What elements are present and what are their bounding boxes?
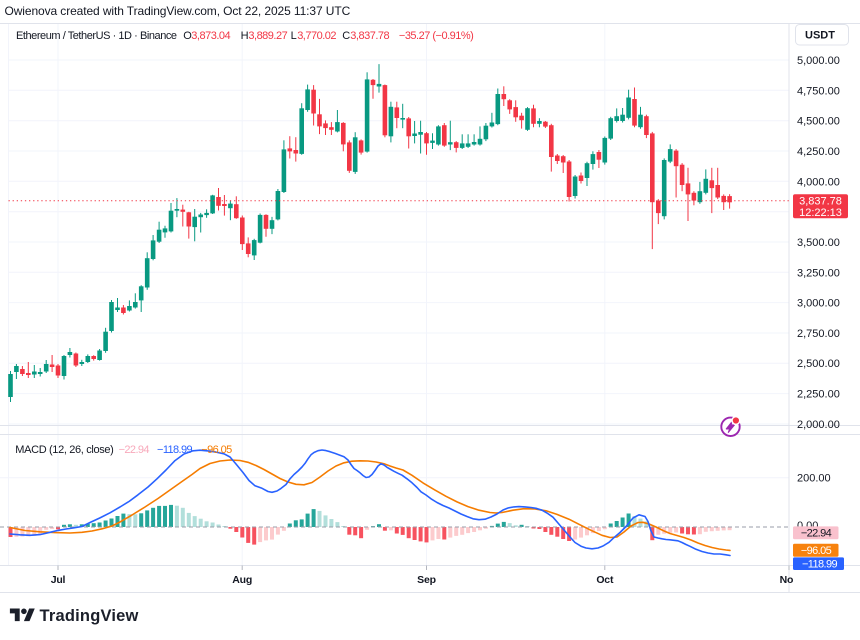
- svg-text:MACD (12, 26, close): MACD (12, 26, close): [15, 444, 113, 456]
- svg-text:Owienova created with TradingV: Owienova created with TradingView.com, O…: [5, 4, 351, 18]
- svg-text:3,770.02: 3,770.02: [297, 30, 336, 42]
- svg-text:−96.05: −96.05: [201, 444, 232, 456]
- svg-text:2,500.00: 2,500.00: [797, 358, 840, 370]
- svg-text:3,837.78: 3,837.78: [350, 30, 389, 42]
- svg-text:TradingView: TradingView: [40, 607, 139, 625]
- svg-text:12:22:13: 12:22:13: [799, 207, 842, 219]
- svg-text:4,500.00: 4,500.00: [797, 116, 840, 128]
- svg-text:L: L: [291, 30, 297, 42]
- svg-text:4,250.00: 4,250.00: [797, 146, 840, 158]
- svg-text:No: No: [780, 574, 794, 586]
- svg-text:3,000.00: 3,000.00: [797, 298, 840, 310]
- svg-text:C: C: [342, 30, 350, 42]
- svg-text:Aug: Aug: [232, 574, 252, 586]
- svg-text:H: H: [241, 30, 249, 42]
- svg-text:Jul: Jul: [51, 574, 66, 586]
- svg-text:2,000.00: 2,000.00: [797, 419, 840, 431]
- svg-text:−35.27 (−0.91%): −35.27 (−0.91%): [399, 30, 473, 42]
- svg-text:Oct: Oct: [596, 574, 614, 586]
- svg-text:3,837.78: 3,837.78: [799, 195, 842, 207]
- svg-text:−118.99: −118.99: [157, 444, 193, 456]
- svg-text:2,250.00: 2,250.00: [797, 389, 840, 401]
- svg-text:4,750.00: 4,750.00: [797, 85, 840, 97]
- svg-text:3,889.27: 3,889.27: [248, 30, 287, 42]
- svg-text:Ethereum / TetherUS · 1D · Bin: Ethereum / TetherUS · 1D · Binance: [16, 30, 177, 42]
- svg-text:2,750.00: 2,750.00: [797, 328, 840, 340]
- svg-text:5,000.00: 5,000.00: [797, 55, 840, 67]
- svg-text:3,500.00: 3,500.00: [797, 237, 840, 249]
- svg-text:O: O: [183, 30, 192, 42]
- svg-text:4,000.00: 4,000.00: [797, 176, 840, 188]
- svg-text:200.00: 200.00: [797, 473, 831, 485]
- svg-text:Sep: Sep: [417, 574, 436, 586]
- svg-text:−118.99: −118.99: [802, 558, 838, 570]
- svg-text:−96.05: −96.05: [801, 545, 832, 557]
- svg-text:3,873.04: 3,873.04: [191, 30, 230, 42]
- svg-text:3,250.00: 3,250.00: [797, 267, 840, 279]
- svg-text:USDT: USDT: [805, 30, 835, 42]
- svg-text:−22.94: −22.94: [119, 444, 150, 456]
- svg-text:−22.94: −22.94: [801, 528, 832, 540]
